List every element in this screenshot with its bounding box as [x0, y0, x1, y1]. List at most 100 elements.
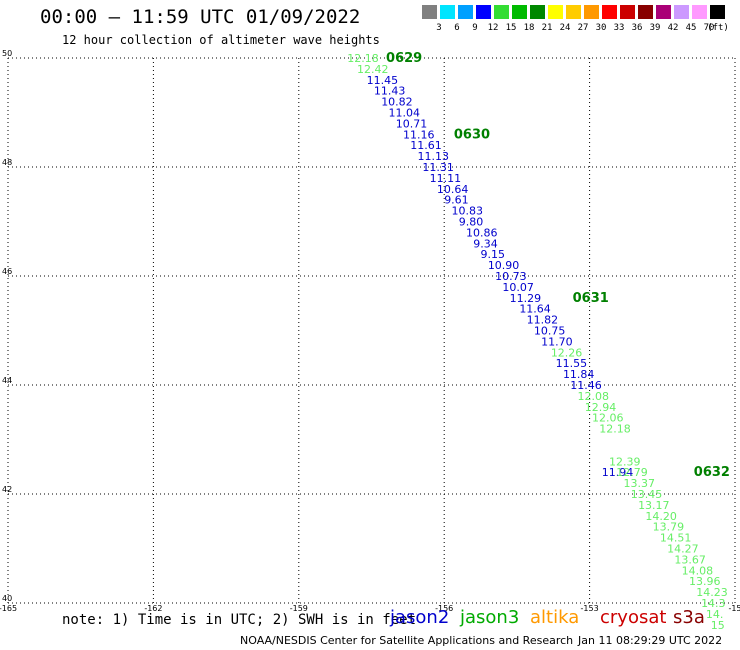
time-label: 0631: [573, 291, 609, 306]
data-point-label: 12.08: [577, 390, 609, 403]
data-point-label: 9.80: [459, 216, 484, 229]
x-tick-label: -162: [144, 604, 162, 613]
data-point-label: 9.34: [473, 237, 498, 250]
data-point-label: 11.94: [602, 466, 634, 479]
x-tick-label: -165: [0, 604, 17, 613]
data-point-label: 11.70: [541, 335, 573, 348]
time-label: 0632: [694, 465, 730, 480]
data-point-label: 10.07: [502, 281, 534, 294]
x-tick-label: -156: [435, 604, 453, 613]
chart-title: 00:00 – 11:59 UTC 01/09/2022: [40, 6, 361, 28]
colorbar-label: 39: [649, 23, 661, 33]
data-point-label: 14.: [706, 608, 724, 621]
y-tick-label: 42: [2, 485, 12, 494]
y-tick-label: 50: [2, 49, 12, 58]
colorbar-swatch: [440, 5, 455, 19]
colorbar-unit: (ft): [707, 23, 729, 33]
data-point-label: 9.61: [444, 194, 469, 207]
data-point-label: 12.06: [592, 412, 624, 425]
data-point-label: 13.67: [674, 553, 706, 566]
data-point-label: 15: [711, 619, 725, 632]
legend-jason3: jason3: [460, 607, 520, 628]
x-tick-label: -15: [728, 604, 740, 613]
colorbar-swatch: [638, 5, 653, 19]
data-point-label: 11.64: [519, 303, 551, 316]
legend-altika: altika: [530, 607, 580, 628]
data-point-label: 10.75: [534, 325, 566, 338]
data-point-label: 10.64: [437, 183, 469, 196]
legend-s3a: s3a: [673, 607, 705, 628]
data-point-label: 9.15: [481, 248, 506, 261]
generation-timestamp: Jan 11 08:29:29 UTC 2022: [578, 634, 723, 647]
colorbar-swatch: [710, 5, 725, 19]
y-tick-label: 46: [2, 267, 12, 276]
colorbar-label: 24: [559, 23, 571, 33]
data-point-label: 13.17: [638, 499, 670, 512]
data-point-label: 11.13: [418, 150, 450, 163]
data-point-label: 13.37: [624, 477, 656, 490]
colorbar-swatch: [656, 5, 671, 19]
data-point-label: 11.46: [570, 379, 602, 392]
colorbar-label: 6: [454, 23, 460, 33]
colorbar-label: 70: [703, 23, 715, 33]
colorbar-label: 12: [487, 23, 499, 33]
data-point-label: 12.18: [599, 423, 631, 436]
colorbar-label: 9: [472, 23, 478, 33]
data-point-label: 11.43: [374, 85, 406, 98]
colorbar-label: 30: [595, 23, 607, 33]
colorbar-swatch: [548, 5, 563, 19]
colorbar-swatch: [566, 5, 581, 19]
colorbar-label: 36: [631, 23, 643, 33]
chart-subtitle: 12 hour collection of altimeter wave hei…: [62, 33, 380, 47]
time-label: 0629: [386, 51, 422, 66]
data-point-label: 10.71: [396, 117, 428, 130]
data-point-label: 12.18: [347, 52, 379, 65]
legend-jason2: jason2: [390, 607, 450, 628]
data-point-label: 12.94: [585, 401, 617, 414]
data-point-label: 10.82: [381, 96, 413, 109]
colorbar-swatch: [494, 5, 509, 19]
colorbar-swatch: [512, 5, 527, 19]
data-point-label: 11.84: [563, 368, 595, 381]
legend-cryosat: cryosat: [600, 607, 667, 628]
colorbar-swatch: [584, 5, 599, 19]
data-point-label: 14.23: [696, 586, 728, 599]
y-tick-label: 48: [2, 158, 12, 167]
data-point-label: 14.20: [645, 510, 677, 523]
data-point-label: 12.39: [609, 455, 641, 468]
colorbar-label: 27: [577, 23, 589, 33]
data-point-label: 14.3: [701, 597, 726, 610]
colorbar-label: 15: [505, 23, 517, 33]
data-point-label: 13.96: [689, 575, 721, 588]
colorbar-swatch: [458, 5, 473, 19]
colorbar-label: 3: [436, 23, 442, 33]
data-point-label: 14.08: [682, 564, 714, 577]
data-point-label: 12.26: [551, 346, 583, 359]
x-tick-label: -159: [290, 604, 308, 613]
data-point-label: 11.45: [367, 74, 399, 87]
colorbar-swatch: [530, 5, 545, 19]
data-point-label: 11.04: [388, 107, 420, 120]
data-point-label: 10.73: [495, 270, 526, 283]
colorbar-label: 42: [667, 23, 679, 33]
data-point-label: 10.83: [451, 205, 483, 218]
colorbar-label: 21: [541, 23, 553, 33]
data-point-label: 12.42: [357, 63, 389, 76]
footer-note: note: 1) Time is in UTC; 2) SWH is in fe…: [62, 612, 417, 628]
data-point-label: 10.86: [466, 226, 498, 239]
colorbar-label: 45: [685, 23, 697, 33]
data-point-label: 12.79: [616, 466, 648, 479]
y-tick-label: 40: [2, 594, 12, 603]
colorbar-swatch: [620, 5, 635, 19]
colorbar-label: 33: [613, 23, 625, 33]
data-point-label: 13.45: [631, 488, 663, 501]
data-point-label: 11.61: [410, 139, 442, 152]
data-point-label: 11.29: [510, 292, 542, 305]
data-point-label: 11.82: [527, 314, 559, 327]
colorbar-swatch: [476, 5, 491, 19]
x-tick-label: -153: [581, 604, 599, 613]
data-point-label: 10.90: [488, 259, 520, 272]
time-label: 0630: [454, 127, 490, 142]
